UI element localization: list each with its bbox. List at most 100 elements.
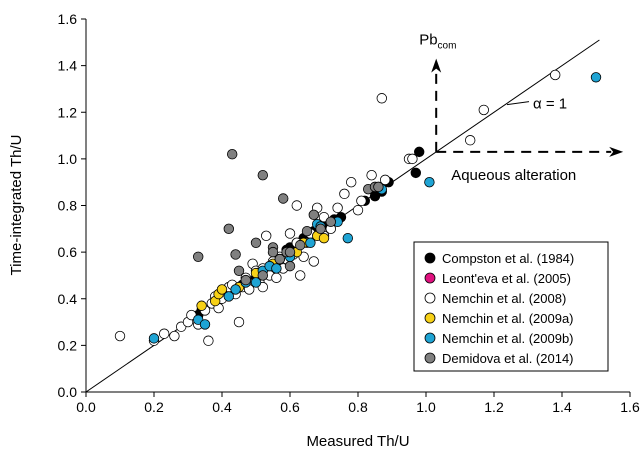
y-tick-label: 1.0 <box>58 151 78 167</box>
series-5-point <box>301 225 313 237</box>
x-tick-label: 1.6 <box>620 399 640 415</box>
x-tick-label: 1.2 <box>484 399 504 415</box>
series-5-point <box>373 181 384 193</box>
legend-label: Leont'eva et al. (2005) <box>442 271 571 286</box>
series-5-point <box>284 260 296 272</box>
annotations: Pbcom Aqueous alteration α = 1 <box>419 32 624 184</box>
series-2-point <box>346 176 357 188</box>
y-tick-label: 0.8 <box>58 198 78 214</box>
series-0-point <box>410 167 422 179</box>
x-tick-label: 0.4 <box>212 399 232 415</box>
series-4-point <box>250 277 262 288</box>
series-2-point <box>284 228 296 239</box>
series-2-point <box>352 204 364 216</box>
series-2-point <box>158 328 170 339</box>
series-2-point <box>332 202 343 214</box>
series-2-point <box>203 335 214 346</box>
legend-label: Demidova et al. (2014) <box>442 351 574 366</box>
x-tick-label: 0.0 <box>76 399 96 415</box>
x-tick-label: 1.0 <box>416 399 436 415</box>
series-4-point <box>424 176 435 188</box>
series-0-point <box>414 146 425 158</box>
legend: Compston et al. (1984) Leont'eva et al. (… <box>413 241 609 372</box>
series-4-point <box>230 284 241 295</box>
legend-label: Nemchin et al. (2009b) <box>442 331 574 346</box>
legend-marker <box>424 332 436 344</box>
x-axis-title: Measured Th/U <box>306 433 409 450</box>
alpha-leader <box>506 101 530 106</box>
y-tick-label: 0.4 <box>58 291 78 307</box>
series-5-point <box>233 265 245 276</box>
series-3-point <box>196 300 207 311</box>
legend-label: Nemchin et al. (2008) <box>442 291 566 306</box>
series-5-point <box>284 246 296 258</box>
y-tick-label: 1.6 <box>58 11 78 27</box>
series-2-point <box>295 270 306 281</box>
series-2-point <box>169 330 180 342</box>
y-tick-label: 0.0 <box>58 384 78 400</box>
series-4-point <box>223 291 235 302</box>
series-5-point <box>240 274 252 286</box>
series-5-point <box>250 237 262 249</box>
legend-label: Nemchin et al. (2009a) <box>442 311 574 326</box>
legend-label: Compston et al. (1984) <box>442 251 574 266</box>
series-4-point <box>305 237 316 249</box>
y-axis-title: Time-integrated Th/U <box>8 135 25 276</box>
series-5-point <box>325 216 337 228</box>
series-4-point <box>199 319 211 330</box>
series-4-point <box>271 263 282 274</box>
series-2-point <box>356 195 367 207</box>
series-5-point <box>230 249 241 260</box>
legend-marker <box>424 252 436 264</box>
alteration-arrow-head <box>609 146 624 157</box>
series-5-point <box>278 193 289 204</box>
series-2-point <box>550 69 561 81</box>
series-4-point <box>148 333 160 344</box>
series-4-point <box>590 72 602 83</box>
series-3-point <box>318 232 330 244</box>
series-2-point <box>291 200 303 211</box>
series-3-point <box>216 284 228 295</box>
aqueous-alteration-label: Aqueous alteration <box>451 167 576 184</box>
series-5-point <box>295 239 306 251</box>
axis-ticks: 0.0 0.2 0.4 0.6 0.8 1.0 1.2 1.4 1.6 0.0 0.2 0.4 0.6 0… <box>58 11 640 415</box>
legend-marker <box>424 272 436 284</box>
y-tick-label: 0.6 <box>58 244 78 260</box>
series-5-point <box>267 246 279 258</box>
y-tick-label: 1.4 <box>58 58 78 74</box>
series-5-point <box>274 253 286 265</box>
series-5-point <box>257 270 269 281</box>
series-2-point <box>478 104 490 116</box>
series-2-point <box>308 256 320 267</box>
series-5-point <box>315 223 326 235</box>
series-2-point <box>339 188 350 200</box>
series-2-point <box>465 135 476 146</box>
legend-marker <box>424 292 436 304</box>
pb-arrow-head <box>431 58 442 73</box>
series-5-point <box>226 149 238 160</box>
x-tick-label: 0.2 <box>144 399 164 415</box>
series-2-point <box>376 93 388 104</box>
x-tick-label: 1.4 <box>552 399 572 415</box>
data-points <box>114 69 602 346</box>
series-2-point <box>271 272 282 283</box>
pb-com-label: Pbcom <box>419 32 456 52</box>
series-4-point <box>342 232 354 244</box>
series-5-point <box>192 251 204 262</box>
series-5-point <box>308 209 320 221</box>
legend-marker <box>424 352 436 364</box>
series-2-point <box>366 169 377 181</box>
series-5-point <box>223 223 235 235</box>
legend-marker <box>424 312 436 324</box>
series-2-point <box>407 153 418 165</box>
series-2-point <box>114 330 126 342</box>
y-tick-label: 0.2 <box>58 337 78 353</box>
x-tick-label: 0.8 <box>348 399 368 415</box>
series-2-point <box>261 230 272 242</box>
series-2-point <box>233 316 245 328</box>
x-tick-label: 0.6 <box>280 399 300 415</box>
y-tick-label: 1.2 <box>58 104 78 120</box>
legend-box <box>413 241 609 372</box>
alpha-label: α = 1 <box>533 96 567 113</box>
